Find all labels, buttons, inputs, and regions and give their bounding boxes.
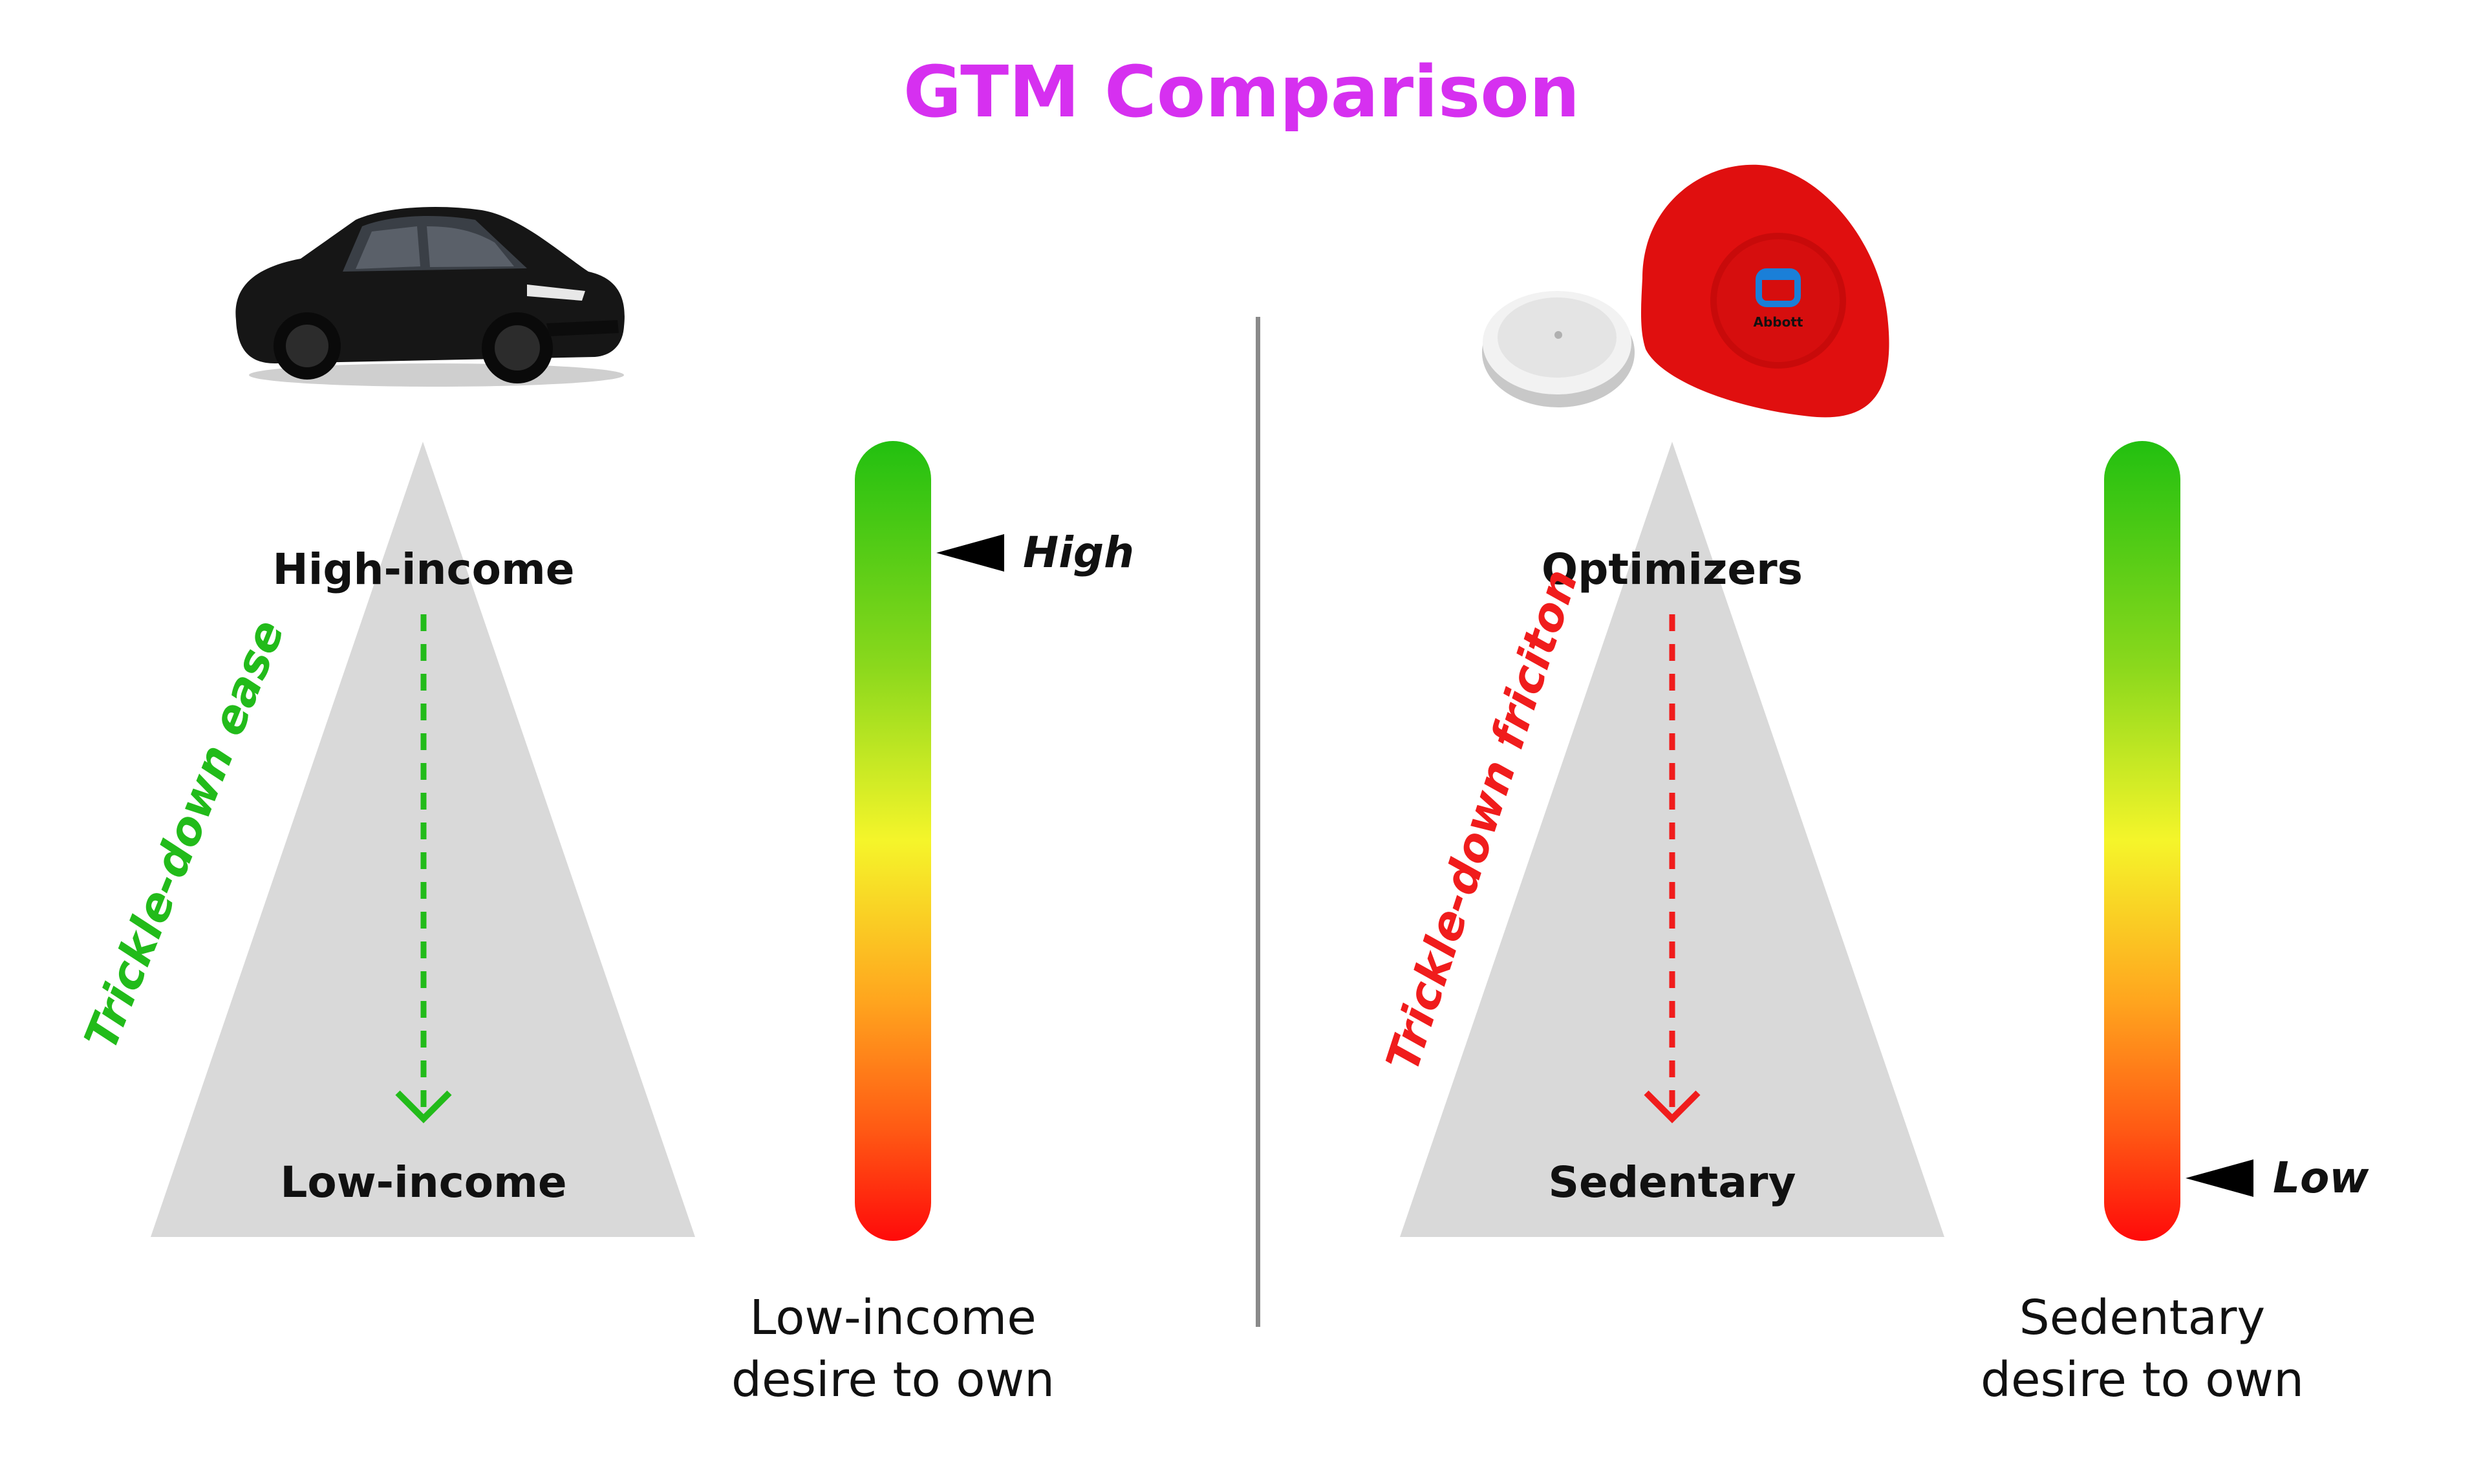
sedentary-label: Sedentary (1548, 1157, 1796, 1207)
right-caption-line2: desire to own (1981, 1352, 2304, 1408)
high-income-label: High-income (272, 544, 575, 594)
left-caption-line1: Low-income (749, 1290, 1037, 1346)
panel-divider (1256, 317, 1260, 1327)
svg-text:Abbott: Abbott (1754, 314, 1803, 330)
page-title: GTM Comparison (903, 50, 1580, 133)
optimizers-label: Optimizers (1542, 544, 1803, 594)
car-icon (235, 207, 625, 387)
trickle-down-arrow-right (1644, 614, 1701, 1124)
left-caption: Low-income desire to own (667, 1287, 1119, 1411)
right-caption: Sedentary desire to own (1916, 1287, 2369, 1411)
low-marker-icon (2186, 1159, 2253, 1197)
trickle-down-arrow (395, 614, 452, 1124)
low-income-label: Low-income (280, 1157, 567, 1207)
low-marker-label: Low (2273, 1153, 2369, 1203)
desire-bar-right (2104, 441, 2180, 1241)
left-caption-line2: desire to own (731, 1352, 1055, 1408)
high-marker-label: High (1023, 528, 1135, 577)
high-marker-icon (936, 534, 1004, 572)
desire-bar-left (855, 441, 931, 1241)
right-caption-line1: Sedentary (2019, 1290, 2266, 1346)
glucose-sensor-icon: Abbott (1482, 164, 1889, 418)
